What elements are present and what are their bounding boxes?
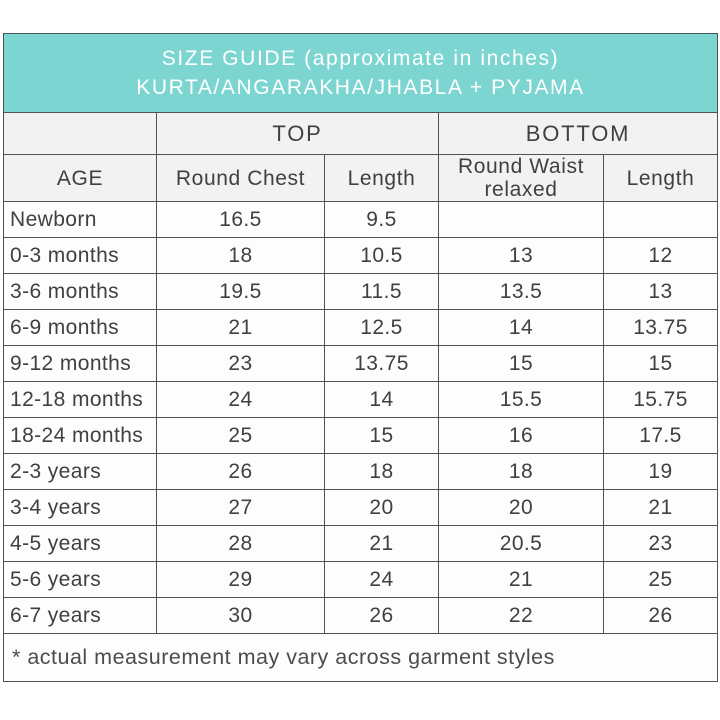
value-cell: 13 <box>603 273 718 310</box>
age-cell: 2-3 years <box>3 453 157 490</box>
column-header-row: AGE Round Chest Length Round Waist relax… <box>3 154 718 202</box>
value-cell: 13.75 <box>324 345 439 382</box>
value-cell: 12 <box>603 237 718 274</box>
value-cell: 21 <box>324 525 439 562</box>
value-cell: 14 <box>324 381 439 418</box>
group-header-top: TOP <box>156 112 439 155</box>
value-cell: 15 <box>438 345 604 382</box>
title-line-1: SIZE GUIDE (approximate in inches) <box>161 47 560 70</box>
age-cell: 12-18 months <box>3 381 157 418</box>
table-row: 5-6 years 29 24 21 25 <box>3 561 718 598</box>
value-cell: 25 <box>603 561 718 598</box>
value-cell: 26 <box>603 597 718 634</box>
value-cell: 20.5 <box>438 525 604 562</box>
value-cell: 26 <box>156 453 325 490</box>
table-row: 6-9 months 21 12.5 14 13.75 <box>3 309 718 346</box>
value-cell: 21 <box>603 489 718 526</box>
value-cell: 16.5 <box>156 201 325 238</box>
value-cell: 19.5 <box>156 273 325 310</box>
title-line-2: KURTA/ANGARAKHA/JHABLA + PYJAMA <box>136 76 585 99</box>
age-cell: 5-6 years <box>3 561 157 598</box>
age-cell: 4-5 years <box>3 525 157 562</box>
table-body: Newborn 16.5 9.5 0-3 months 18 10.5 13 12 3-6 mo… <box>3 201 718 634</box>
column-header-bottom-length: Length <box>603 154 718 202</box>
table-row: 6-7 years 30 26 22 26 <box>3 597 718 634</box>
value-cell: 17.5 <box>603 417 718 454</box>
value-cell: 13.75 <box>603 309 718 346</box>
table-row: 3-4 years 27 20 20 21 <box>3 489 718 526</box>
value-cell: 26 <box>324 597 439 634</box>
value-cell: 18 <box>156 237 325 274</box>
group-header-empty <box>3 112 157 155</box>
table-row: 18-24 months 25 15 16 17.5 <box>3 417 718 454</box>
value-cell: 13 <box>438 237 604 274</box>
value-cell: 28 <box>156 525 325 562</box>
value-cell: 14 <box>438 309 604 346</box>
value-cell: 24 <box>324 561 439 598</box>
value-cell: 27 <box>156 489 325 526</box>
value-cell: 13.5 <box>438 273 604 310</box>
size-guide-table: SIZE GUIDE (approximate in inches) KURTA… <box>3 33 718 682</box>
value-cell: 11.5 <box>324 273 439 310</box>
value-cell: 18 <box>438 453 604 490</box>
value-cell: 19 <box>603 453 718 490</box>
value-cell: 10.5 <box>324 237 439 274</box>
footnote-row: * actual measurement may vary across gar… <box>3 633 718 682</box>
table-row: 9-12 months 23 13.75 15 15 <box>3 345 718 382</box>
value-cell: 15.75 <box>603 381 718 418</box>
age-cell: 3-4 years <box>3 489 157 526</box>
value-cell <box>603 201 718 238</box>
value-cell: 21 <box>438 561 604 598</box>
age-cell: 3-6 months <box>3 273 157 310</box>
column-header-round-chest: Round Chest <box>156 154 325 202</box>
table-row: 12-18 months 24 14 15.5 15.75 <box>3 381 718 418</box>
value-cell: 25 <box>156 417 325 454</box>
table-row: Newborn 16.5 9.5 <box>3 201 718 238</box>
group-header-row: TOP BOTTOM <box>3 112 718 155</box>
value-cell <box>438 201 604 238</box>
age-cell: 6-9 months <box>3 309 157 346</box>
value-cell: 23 <box>603 525 718 562</box>
column-header-top-length: Length <box>324 154 439 202</box>
age-cell: 0-3 months <box>3 237 157 274</box>
title-row: SIZE GUIDE (approximate in inches) KURTA… <box>3 33 718 113</box>
size-guide-title: SIZE GUIDE (approximate in inches) KURTA… <box>3 33 718 113</box>
value-cell: 9.5 <box>324 201 439 238</box>
table-row: 3-6 months 19.5 11.5 13.5 13 <box>3 273 718 310</box>
value-cell: 23 <box>156 345 325 382</box>
value-cell: 15 <box>324 417 439 454</box>
value-cell: 29 <box>156 561 325 598</box>
value-cell: 21 <box>156 309 325 346</box>
footnote: * actual measurement may vary across gar… <box>3 633 718 682</box>
column-header-age: AGE <box>3 154 157 202</box>
value-cell: 22 <box>438 597 604 634</box>
value-cell: 12.5 <box>324 309 439 346</box>
age-cell: 6-7 years <box>3 597 157 634</box>
value-cell: 18 <box>324 453 439 490</box>
value-cell: 15.5 <box>438 381 604 418</box>
value-cell: 24 <box>156 381 325 418</box>
group-header-bottom: BOTTOM <box>438 112 718 155</box>
value-cell: 15 <box>603 345 718 382</box>
value-cell: 20 <box>438 489 604 526</box>
table-row: 4-5 years 28 21 20.5 23 <box>3 525 718 562</box>
age-cell: 18-24 months <box>3 417 157 454</box>
value-cell: 16 <box>438 417 604 454</box>
value-cell: 20 <box>324 489 439 526</box>
table-row: 0-3 months 18 10.5 13 12 <box>3 237 718 274</box>
column-header-round-waist: Round Waist relaxed <box>438 154 604 202</box>
age-cell: 9-12 months <box>3 345 157 382</box>
value-cell: 30 <box>156 597 325 634</box>
age-cell: Newborn <box>3 201 157 238</box>
table-row: 2-3 years 26 18 18 19 <box>3 453 718 490</box>
